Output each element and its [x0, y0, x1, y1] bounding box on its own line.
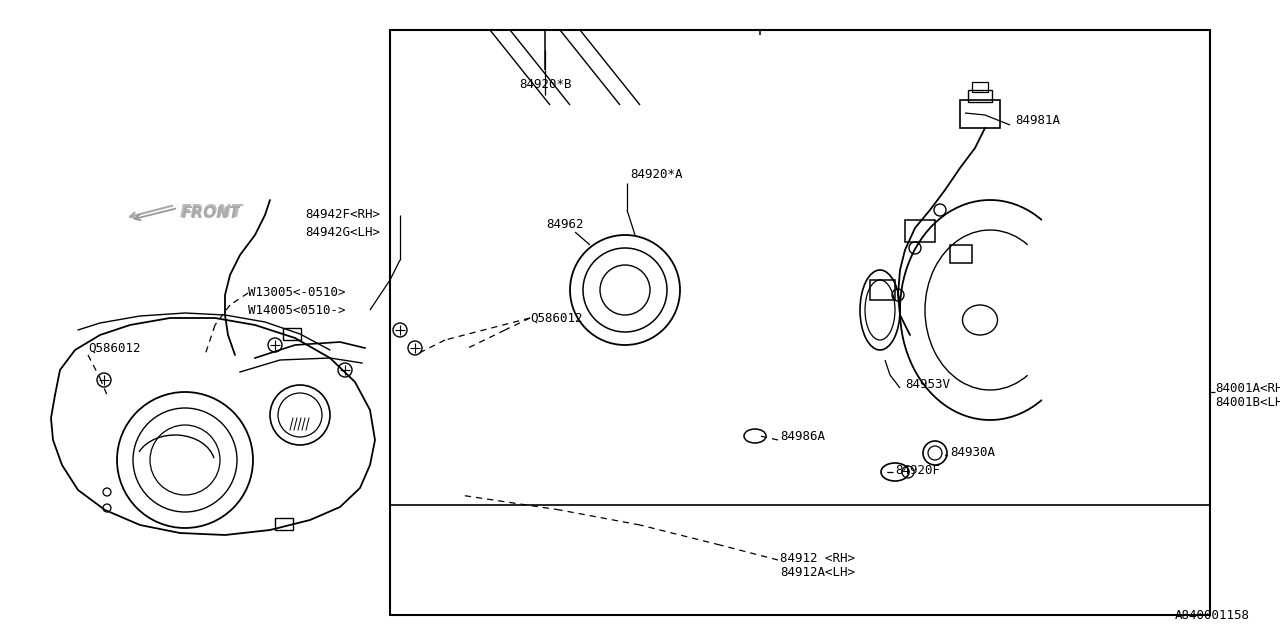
- Bar: [390, 30, 1210, 615]
- Text: 84001B<LH>: 84001B<LH>: [1215, 397, 1280, 410]
- Bar: [905, 220, 934, 242]
- Text: 84942G<LH>: 84942G<LH>: [305, 225, 380, 239]
- Text: 84942F<RH>: 84942F<RH>: [305, 209, 380, 221]
- Text: W13005<-0510>: W13005<-0510>: [248, 287, 346, 300]
- Text: 84912A<LH>: 84912A<LH>: [780, 566, 855, 579]
- Text: 84930A: 84930A: [950, 447, 995, 460]
- Text: Q586012: Q586012: [88, 342, 141, 355]
- Text: W14005<0510->: W14005<0510->: [248, 303, 346, 317]
- Text: 84962: 84962: [547, 218, 584, 232]
- Bar: [960, 100, 1000, 128]
- Bar: [968, 90, 992, 102]
- Text: FRONT: FRONT: [180, 203, 243, 221]
- Bar: [283, 328, 301, 340]
- Bar: [950, 245, 972, 263]
- Text: Q586012: Q586012: [530, 312, 582, 324]
- Text: 84920*B: 84920*B: [518, 79, 571, 92]
- Bar: [275, 518, 293, 530]
- Text: FRONT: FRONT: [182, 205, 241, 221]
- Text: 84001A<RH>: 84001A<RH>: [1215, 381, 1280, 394]
- Text: 84953V: 84953V: [905, 378, 950, 392]
- Bar: [870, 280, 895, 300]
- Text: 84920*A: 84920*A: [630, 168, 682, 182]
- Text: A840001158: A840001158: [1175, 609, 1251, 622]
- Text: 84986A: 84986A: [780, 429, 826, 442]
- Text: 84912 <RH>: 84912 <RH>: [780, 552, 855, 564]
- Text: 84981A: 84981A: [1015, 113, 1060, 127]
- Text: 84920F: 84920F: [895, 463, 940, 477]
- Bar: [972, 82, 988, 92]
